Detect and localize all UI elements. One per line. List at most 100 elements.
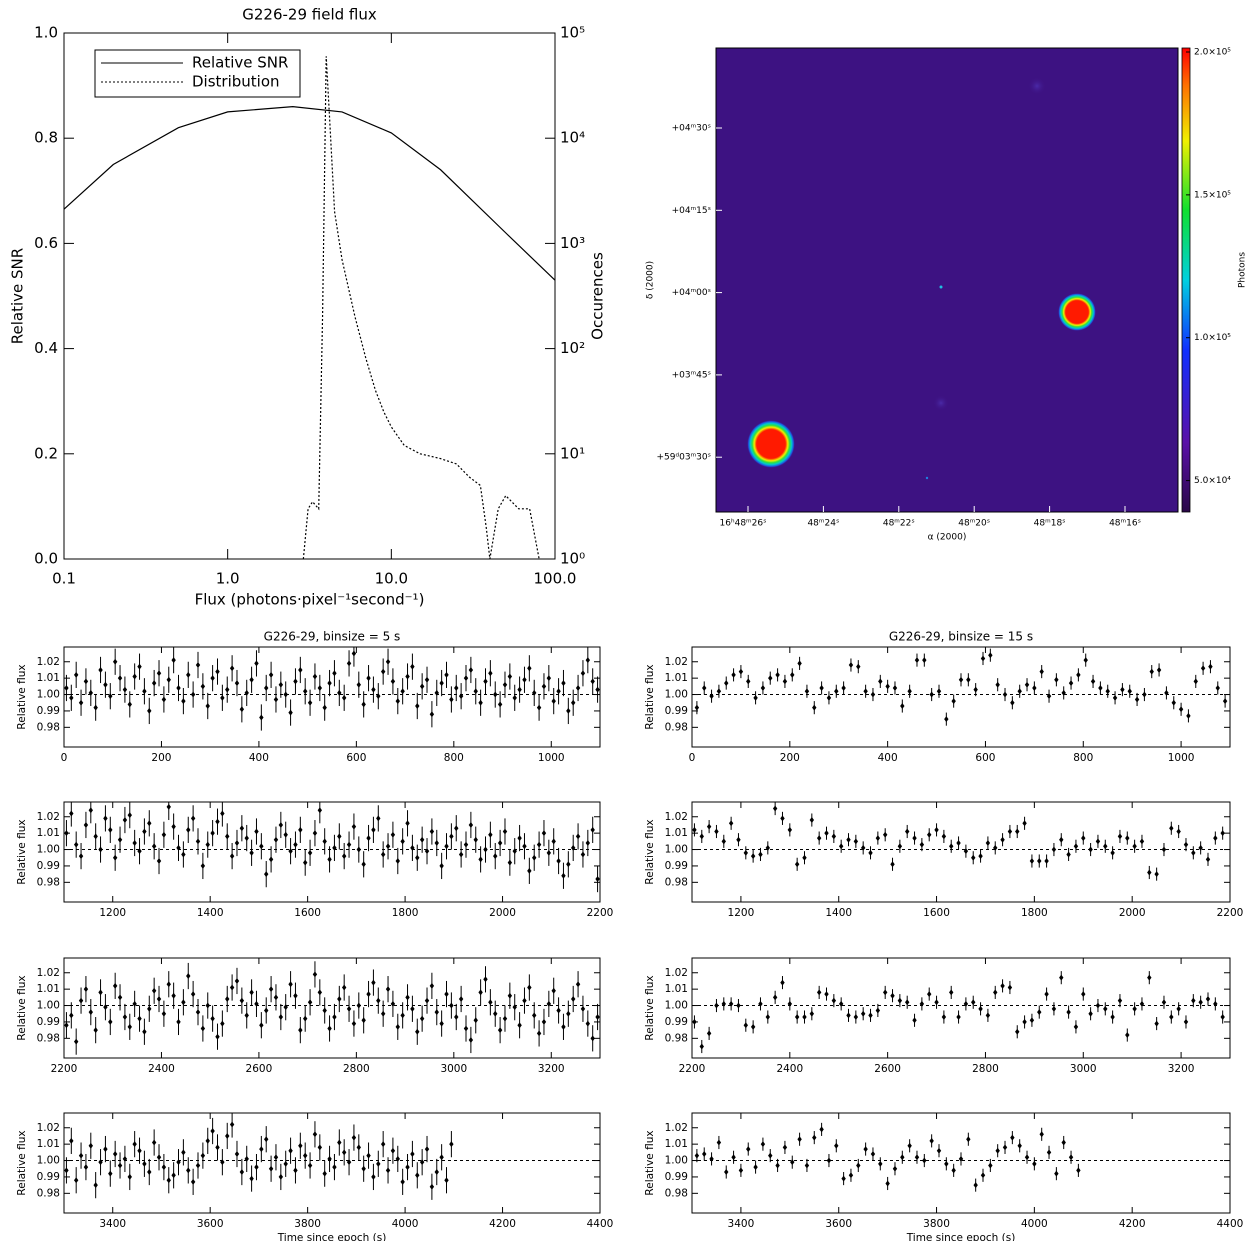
x-axis-label: α (2000)	[928, 533, 967, 543]
data-point	[307, 849, 313, 856]
data-point	[220, 694, 225, 701]
data-point	[794, 861, 800, 868]
data-point	[758, 1000, 763, 1007]
data-point	[410, 844, 415, 851]
data-point	[69, 1137, 74, 1144]
x-tick-label: 600	[975, 752, 995, 764]
data-point	[186, 826, 191, 833]
data-point	[83, 821, 89, 828]
data-point	[838, 1000, 844, 1007]
data-point	[108, 693, 113, 700]
data-point	[1147, 869, 1152, 876]
data-point	[346, 841, 352, 848]
data-point	[317, 684, 323, 691]
data-point	[210, 1128, 215, 1135]
y-tick-label: 1.00	[37, 1000, 60, 1012]
data-point	[264, 1007, 269, 1014]
y-tick-label: 0.98	[37, 1032, 60, 1044]
data-point	[1161, 999, 1167, 1006]
panel-frame	[63, 957, 601, 1059]
data-point	[1164, 689, 1169, 696]
data-point	[936, 1147, 942, 1154]
data-point	[973, 1182, 978, 1189]
x-tick-label: 2400	[148, 1063, 175, 1075]
data-point	[541, 1018, 547, 1025]
data-point	[1032, 1160, 1037, 1167]
data-point	[122, 817, 128, 824]
data-point	[273, 994, 279, 1001]
data-point	[156, 1154, 162, 1161]
data-point	[327, 680, 332, 687]
y-tick-label: 1.01	[37, 672, 60, 684]
data-point	[922, 657, 927, 664]
y-tick-label: +04ᵐ00ˢ	[672, 288, 711, 298]
panel-title: G226-29, binsize = 15 s	[889, 630, 1033, 644]
data-point	[142, 688, 147, 695]
data-point	[772, 805, 778, 812]
data-point	[298, 826, 303, 833]
data-point	[356, 1144, 361, 1151]
y-tick-label: 1.01	[665, 983, 688, 995]
data-point	[1066, 851, 1071, 858]
data-point	[1205, 995, 1211, 1002]
data-point	[327, 1155, 332, 1162]
data-point	[927, 991, 932, 998]
data-point	[1134, 696, 1140, 703]
data-point	[831, 997, 837, 1004]
data-point	[1110, 1014, 1115, 1021]
data-point	[590, 1035, 595, 1042]
data-point	[1191, 997, 1196, 1004]
data-point	[400, 688, 405, 695]
data-point	[493, 691, 498, 698]
y-tick-label: 0.99	[665, 1016, 688, 1028]
data-point	[566, 1010, 571, 1017]
data-point	[181, 698, 186, 705]
data-point	[439, 680, 444, 687]
data-point	[127, 701, 132, 708]
data-point	[738, 1167, 744, 1174]
data-point	[834, 688, 839, 695]
data-point	[215, 1144, 220, 1151]
panel-frame	[691, 801, 1231, 903]
data-point	[361, 1165, 366, 1172]
data-point	[1105, 688, 1110, 695]
data-point	[341, 1149, 347, 1156]
data-point	[958, 676, 964, 683]
data-point	[176, 684, 181, 691]
data-point	[1073, 843, 1079, 850]
data-point	[156, 670, 162, 677]
y-tick-label: 0.98	[37, 876, 60, 888]
faint-source	[1028, 77, 1046, 95]
data-point	[780, 979, 785, 986]
x-tick-label: 400	[878, 752, 898, 764]
data-point	[966, 1136, 971, 1143]
data-point	[971, 854, 976, 861]
data-point	[351, 823, 357, 830]
y-tick-label: 1.02	[37, 811, 60, 823]
y-tick-label: 0.99	[37, 1016, 60, 1028]
data-point	[356, 846, 361, 853]
y-tick-label: 0.98	[665, 1187, 688, 1199]
y2-tick-label: 10¹	[560, 444, 585, 462]
data-point	[127, 812, 132, 819]
x-tick-label: 2200	[679, 1063, 706, 1075]
data-point	[424, 1146, 430, 1153]
x-tick-label: 2200	[51, 1063, 78, 1075]
data-point	[463, 1025, 469, 1032]
data-point	[463, 841, 469, 848]
data-point	[351, 650, 357, 657]
y2-tick-label: 10²	[560, 339, 585, 357]
data-point	[536, 1030, 542, 1037]
data-point	[846, 836, 851, 843]
data-point	[200, 1025, 206, 1032]
data-point	[746, 678, 751, 685]
x-tick-label: 200	[780, 752, 800, 764]
data-point	[875, 835, 881, 842]
data-point	[151, 843, 157, 850]
data-point	[768, 675, 773, 682]
data-point	[268, 856, 274, 863]
data-point	[259, 1022, 264, 1029]
data-point	[922, 1157, 927, 1164]
x-tick-label: 1.0	[216, 570, 240, 588]
data-point	[1103, 843, 1108, 850]
